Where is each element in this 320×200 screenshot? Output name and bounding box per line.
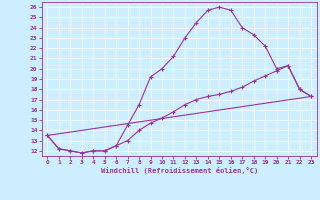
X-axis label: Windchill (Refroidissement éolien,°C): Windchill (Refroidissement éolien,°C) — [100, 167, 258, 174]
